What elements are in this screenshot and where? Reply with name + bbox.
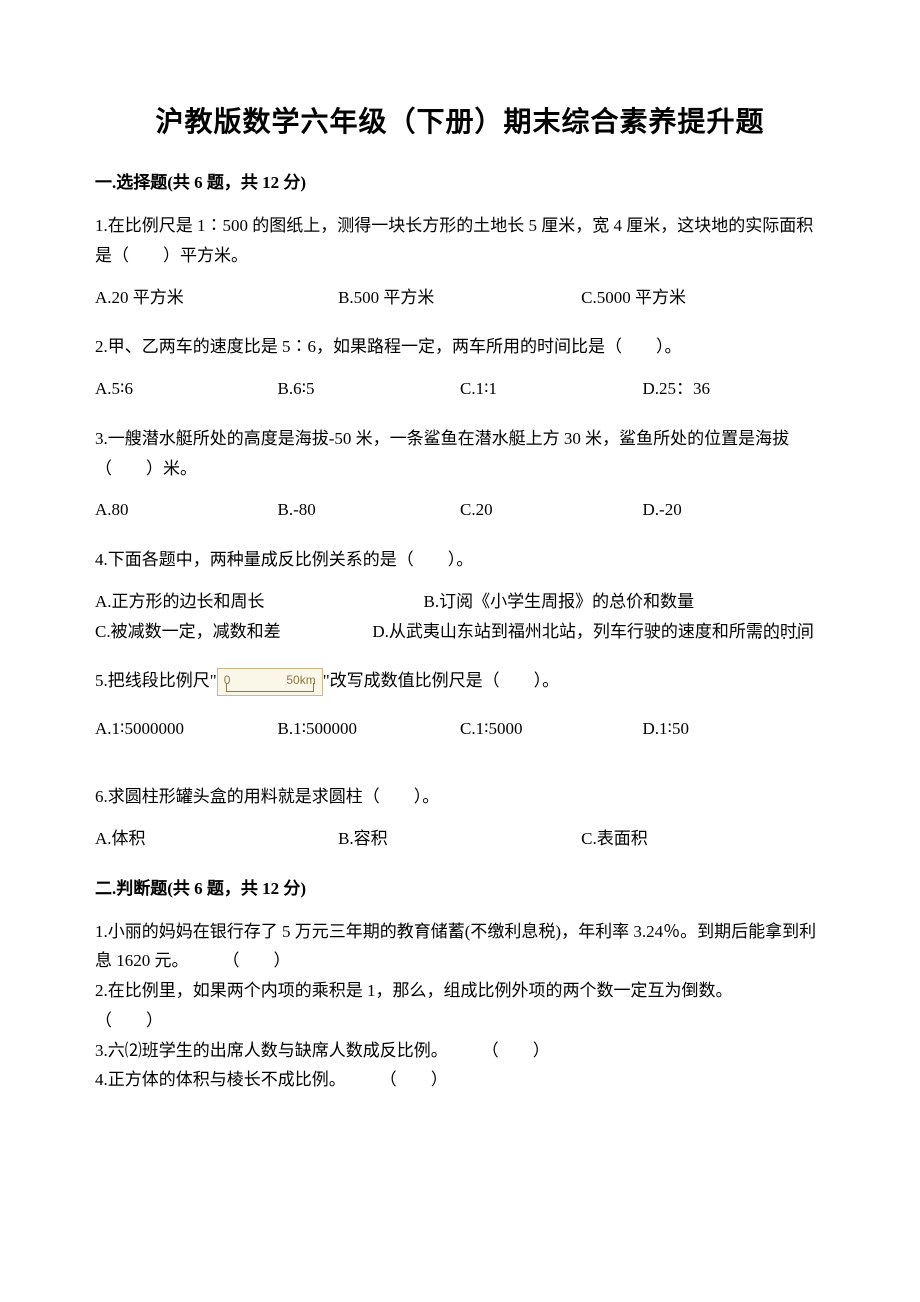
q6-opt-b: B.容积 bbox=[338, 824, 581, 854]
q5-pre: 5.把线段比例尺" bbox=[95, 671, 217, 690]
q6-opt-c: C.表面积 bbox=[581, 824, 824, 854]
q1-opt-b: B.500 平方米 bbox=[338, 283, 581, 313]
q5-text: 5.把线段比例尺"050km"改写成数值比例尺是（ ）。 bbox=[95, 666, 825, 696]
q5-opt-a: A.1∶5000000 bbox=[95, 714, 278, 744]
q4-opt-a: A.正方形的边长和周长 bbox=[95, 587, 424, 617]
q3-opt-a: A.80 bbox=[95, 495, 278, 525]
q2-opt-a: A.5∶6 bbox=[95, 374, 278, 404]
q3-opt-d: D.-20 bbox=[643, 495, 826, 525]
q1-options: A.20 平方米 B.500 平方米 C.5000 平方米 bbox=[95, 283, 825, 313]
ellipsis-dots: ........ bbox=[757, 619, 807, 649]
section-2-header: 二.判断题(共 6 题，共 12 分) bbox=[95, 874, 825, 899]
q6-options: A.体积 B.容积 C.表面积 bbox=[95, 824, 825, 854]
q5-post: "改写成数值比例尺是（ ）。 bbox=[323, 671, 559, 690]
tf-q3: 3.六⑵班学生的出席人数与缺席人数成反比例。 （ ） bbox=[95, 1036, 825, 1066]
tf-q2: 2.在比例里，如果两个内项的乘积是 1，那么，组成比例外项的两个数一定互为倒数。… bbox=[95, 976, 825, 1036]
q3-opt-c: C.20 bbox=[460, 495, 643, 525]
q5-opt-d: D.1∶50 bbox=[643, 714, 826, 744]
q2-opt-c: C.1∶1 bbox=[460, 374, 643, 404]
q4-opt-c: C.被减数一定，减数和差 bbox=[95, 617, 372, 647]
q3-opt-b: B.-80 bbox=[278, 495, 461, 525]
q1-text: 1.在比例尺是 1∶500 的图纸上，测得一块长方形的土地长 5 厘米，宽 4 … bbox=[95, 211, 825, 271]
q1-opt-c: C.5000 平方米 bbox=[581, 283, 824, 313]
q2-text: 2.甲、乙两车的速度比是 5∶6，如果路程一定，两车所用的时间比是（ ）。 bbox=[95, 332, 825, 362]
scale-ruler-icon: 050km bbox=[217, 668, 323, 696]
q6-text: 6.求圆柱形罐头盒的用料就是求圆柱（ ）。 bbox=[95, 782, 825, 812]
tf-q4: 4.正方体的体积与棱长不成比例。 （ ） bbox=[95, 1065, 825, 1095]
q2-options: A.5∶6 B.6∶5 C.1∶1 D.25：36 bbox=[95, 374, 825, 404]
q6-opt-a: A.体积 bbox=[95, 824, 338, 854]
q3-text: 3.一艘潜水艇所处的高度是海拔-50 米，一条鲨鱼在潜水艇上方 30 米，鲨鱼所… bbox=[95, 424, 825, 484]
q4-options: A.正方形的边长和周长 B.订阅《小学生周报》的总价和数量 C.被减数一定，减数… bbox=[95, 587, 825, 647]
q2-opt-b: B.6∶5 bbox=[278, 374, 461, 404]
q2-opt-d: D.25：36 bbox=[643, 374, 826, 404]
section-1-header: 一.选择题(共 6 题，共 12 分) bbox=[95, 168, 825, 193]
q4-opt-b: B.订阅《小学生周报》的总价和数量 bbox=[424, 587, 826, 617]
q5-opt-b: B.1∶500000 bbox=[278, 714, 461, 744]
q1-opt-a: A.20 平方米 bbox=[95, 283, 338, 313]
tf-q1: 1.小丽的妈妈在银行存了 5 万元三年期的教育储蓄(不缴利息税)，年利率 3.2… bbox=[95, 917, 825, 977]
page-title: 沪教版数学六年级（下册）期末综合素养提升题 bbox=[95, 100, 825, 140]
q5-opt-c: C.1∶5000 bbox=[460, 714, 643, 744]
scale-bar bbox=[226, 683, 314, 692]
q3-options: A.80 B.-80 C.20 D.-20 bbox=[95, 495, 825, 525]
q5-options: A.1∶5000000 B.1∶500000 C.1∶5000 D.1∶50 bbox=[95, 714, 825, 744]
q4-text: 4.下面各题中，两种量成反比例关系的是（ ）。 bbox=[95, 545, 825, 575]
